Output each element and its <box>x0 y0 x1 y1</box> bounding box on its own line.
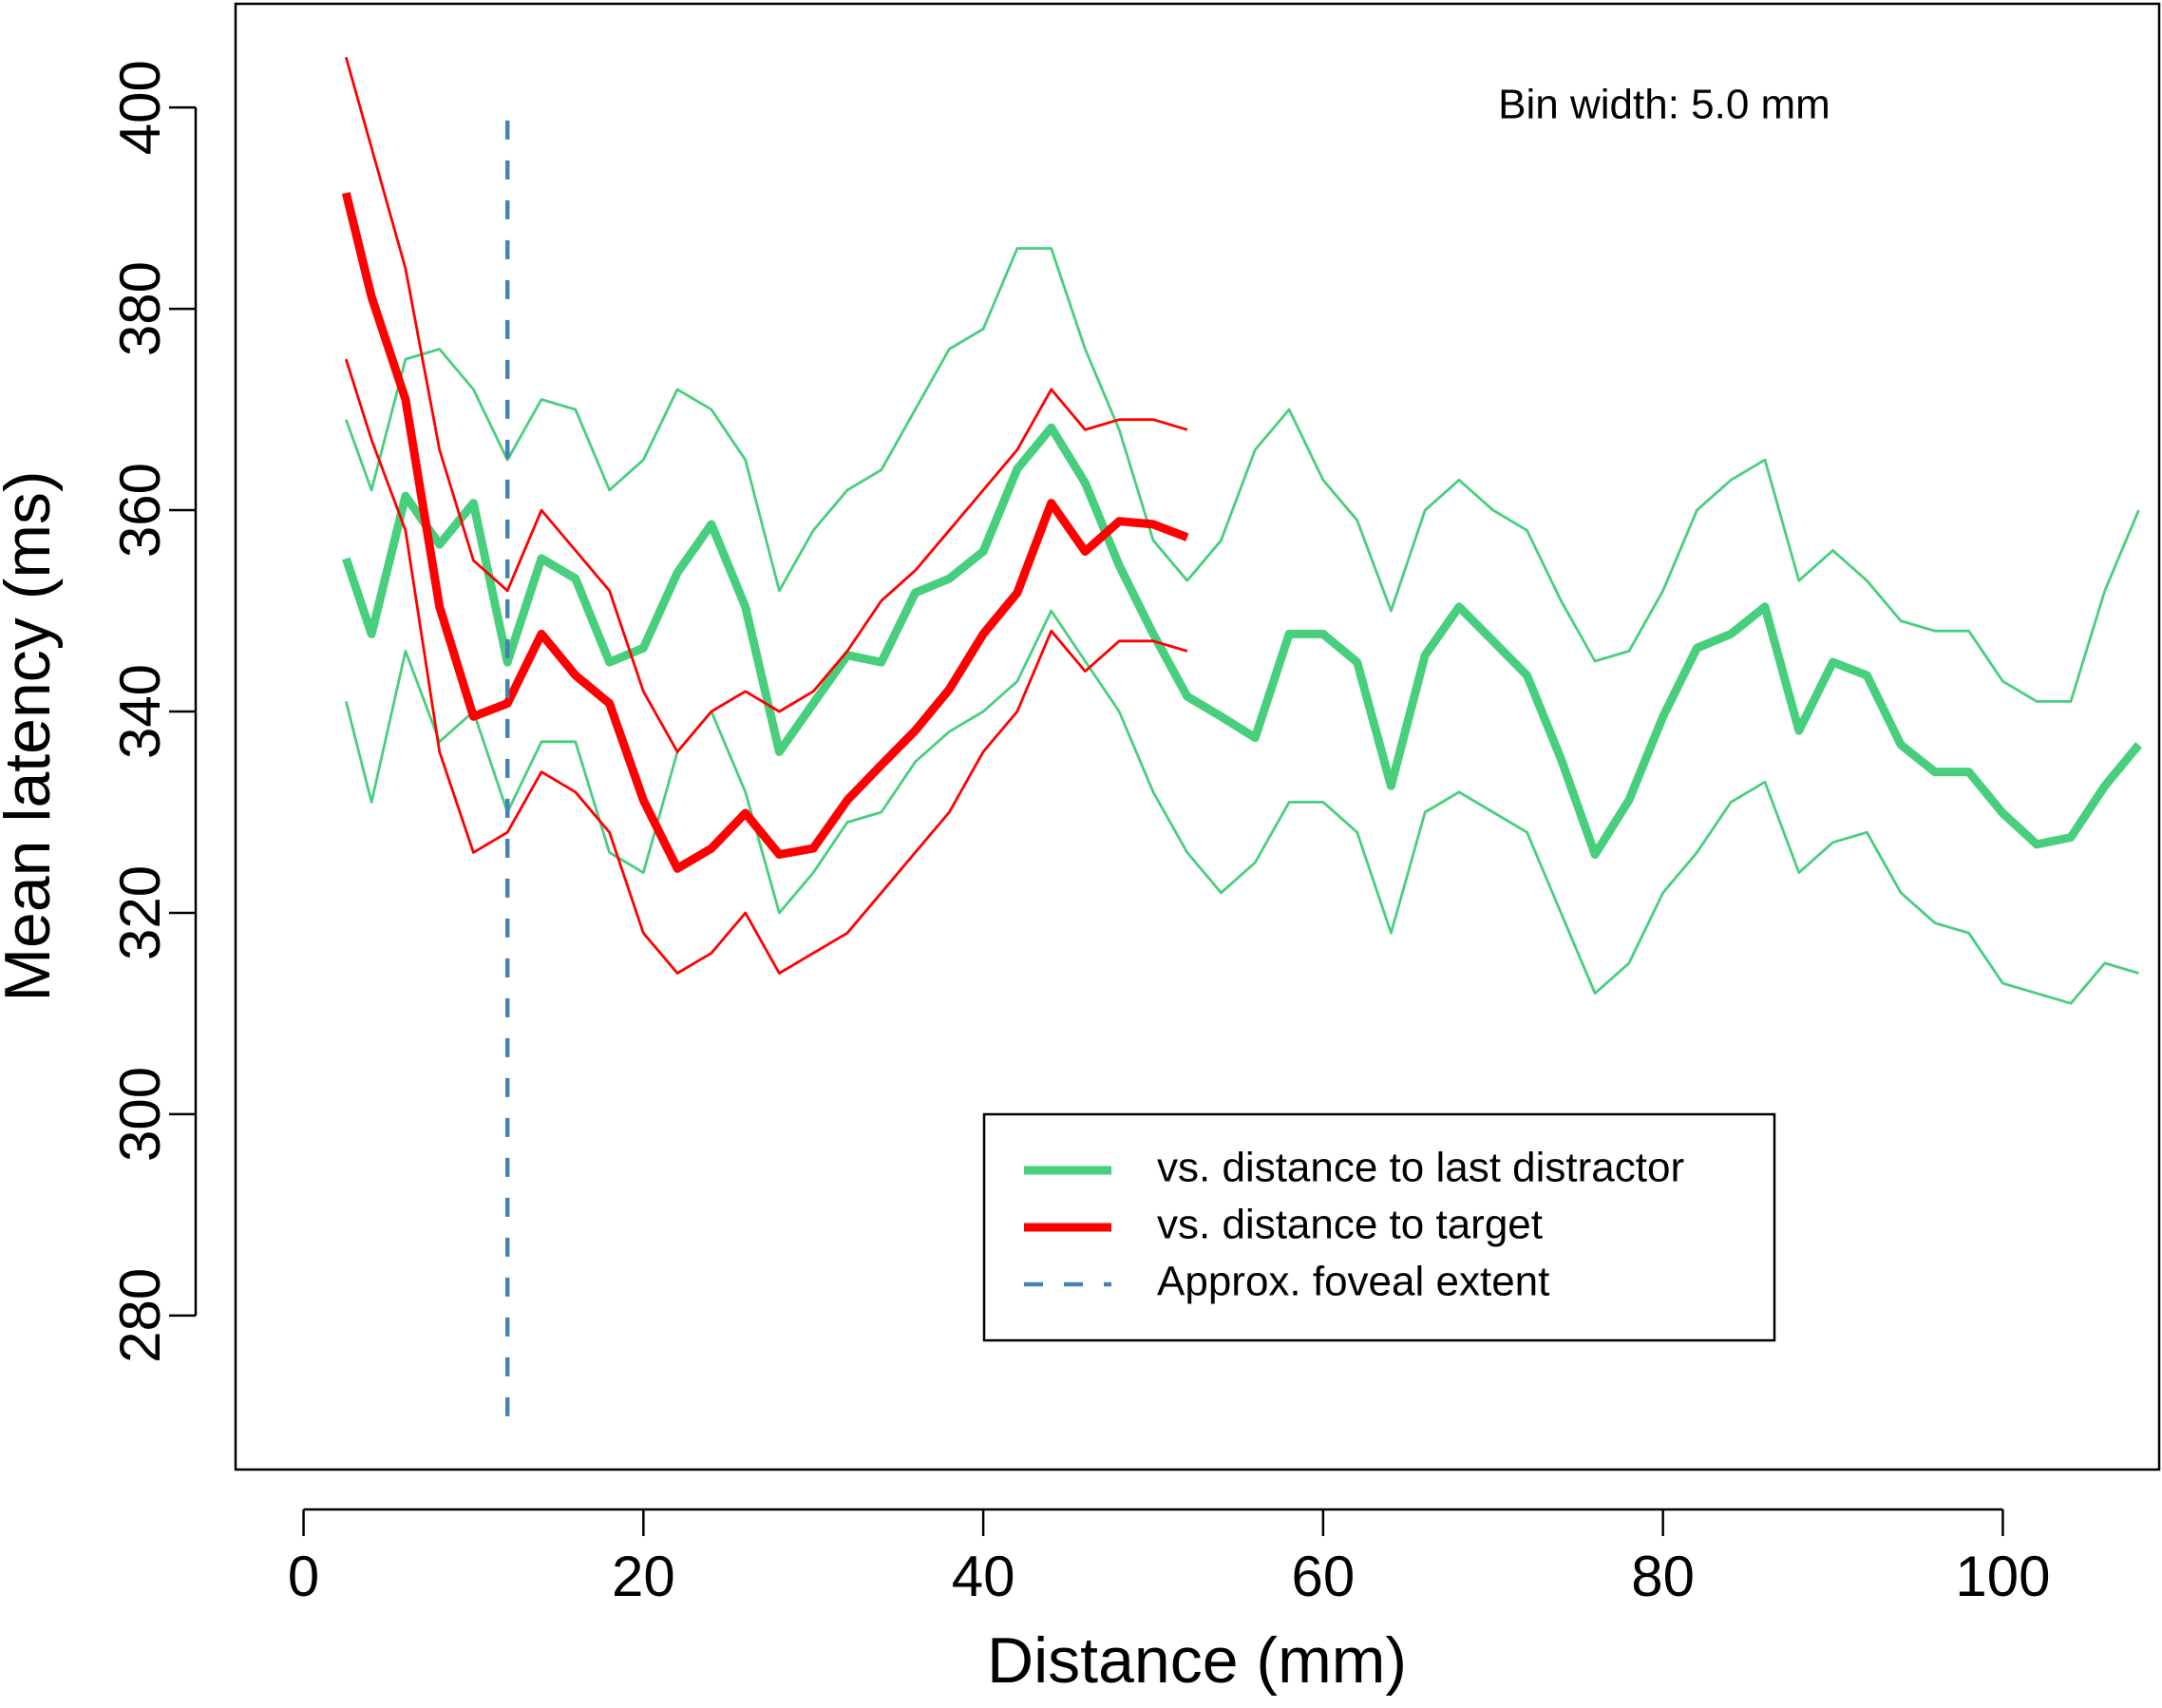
x-tick-label: 60 <box>1292 1545 1356 1608</box>
x-tick-label: 20 <box>612 1545 675 1608</box>
annotation: Bin width: 5.0 mm <box>1498 82 1830 128</box>
legend-box <box>982 1112 1776 1342</box>
x-tick-label: 100 <box>1955 1545 2050 1608</box>
band-line <box>344 609 2139 1005</box>
y-tick-label: 400 <box>108 60 172 155</box>
legend-label: Approx. foveal extent <box>1157 1259 1549 1305</box>
band-line <box>344 56 1188 753</box>
y-tick-label: 340 <box>108 664 172 759</box>
mean-line <box>342 423 2142 859</box>
plot-frame <box>234 2 2161 1471</box>
y-tick-label: 320 <box>108 865 172 960</box>
x-tick-label: 80 <box>1631 1545 1695 1608</box>
y-tick-label: 280 <box>108 1268 172 1363</box>
x-tick-label: 0 <box>288 1545 319 1608</box>
band-line <box>344 247 2140 703</box>
legend-label: vs. distance to last distractor <box>1157 1145 1684 1191</box>
y-axis-title: Mean latency (ms) <box>0 470 64 1001</box>
x-axis-title: Distance (mm) <box>987 1624 1407 1697</box>
band-line <box>344 358 1188 975</box>
y-tick-label: 300 <box>108 1067 172 1162</box>
legend-label: vs. distance to target <box>1157 1202 1543 1248</box>
mean-line <box>341 192 1189 873</box>
y-tick-label: 360 <box>108 463 172 558</box>
y-tick-label: 380 <box>108 261 172 356</box>
x-tick-label: 40 <box>952 1545 1015 1608</box>
